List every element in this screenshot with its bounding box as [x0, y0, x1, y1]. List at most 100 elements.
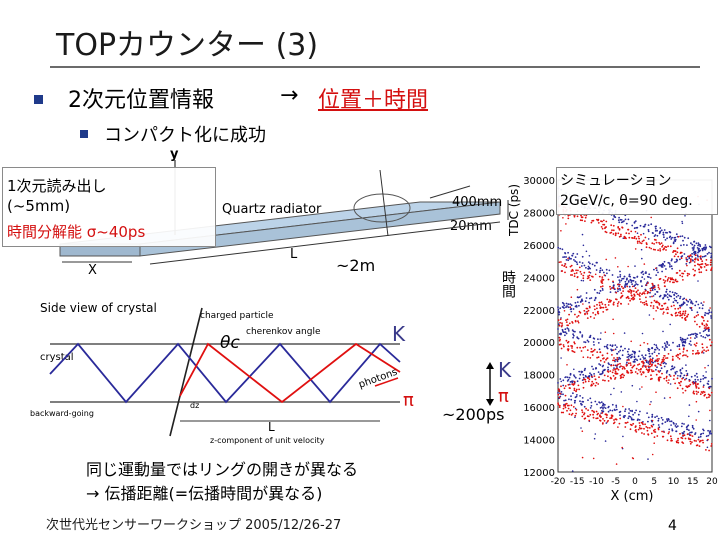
scatter-point — [649, 305, 652, 307]
scatter-point — [634, 284, 636, 286]
scatter-point — [693, 246, 695, 248]
scatter-point — [628, 236, 631, 239]
scatter-point — [678, 343, 681, 346]
scatter-point — [566, 409, 568, 412]
scatter-point — [557, 319, 560, 322]
scatter-point — [564, 394, 567, 397]
scatter-point — [674, 307, 677, 310]
scatter-point — [692, 392, 695, 394]
scatter-point — [631, 457, 634, 459]
scatter-point — [611, 403, 614, 406]
scatter-point — [658, 376, 661, 379]
scatter-point — [578, 266, 581, 269]
scatter-point — [574, 330, 576, 333]
scatter-point — [699, 435, 702, 438]
scatter-point — [666, 237, 668, 240]
scatter-point — [688, 257, 691, 260]
scatter-point — [685, 370, 688, 372]
scatter-point — [621, 354, 624, 357]
scatter-point — [707, 330, 710, 332]
scatter-point — [663, 397, 666, 399]
scatter-point — [619, 274, 622, 276]
scatter-point — [660, 364, 662, 367]
scatter-point — [564, 331, 567, 334]
scatter-point — [594, 384, 597, 387]
scatter-point — [601, 287, 604, 290]
scatter-point — [704, 336, 707, 339]
scatter-point — [695, 372, 698, 375]
scatter-point — [617, 219, 620, 222]
scatter-point — [662, 357, 665, 359]
scatter-point — [663, 365, 666, 368]
scatter-point — [697, 242, 700, 244]
scatter-point — [558, 404, 561, 407]
scatter-point — [573, 259, 575, 261]
scatter-point — [617, 351, 620, 353]
scatter-point — [599, 290, 602, 292]
scatter-point — [604, 230, 607, 233]
scatter-point — [676, 272, 679, 274]
scatter-point — [686, 315, 688, 318]
scatter-point — [704, 393, 706, 396]
scatter-point — [634, 265, 636, 267]
scatter-point — [589, 357, 592, 359]
scatter-point — [627, 362, 630, 365]
bottom-note-line1: 同じ運動量ではリングの開きが異なる — [86, 460, 359, 479]
scatter-point — [587, 380, 590, 383]
scatter-point — [571, 470, 574, 472]
scatter-point — [680, 244, 682, 247]
scatter-point — [695, 444, 698, 447]
scatter-point — [705, 350, 708, 352]
scatter-point — [672, 281, 674, 284]
scatter-point — [698, 325, 701, 328]
scatter-point — [573, 342, 576, 345]
scatter-point — [680, 425, 683, 428]
scatter-point — [666, 370, 668, 373]
scatter-point — [709, 385, 712, 388]
scatter-point — [701, 346, 704, 349]
scatter-point — [586, 349, 589, 351]
scatter-point — [607, 375, 609, 378]
scatter-point — [660, 367, 663, 370]
scatter-point — [693, 251, 695, 254]
scatter-point — [643, 303, 646, 306]
scatter-point — [675, 426, 678, 428]
scatter-point — [679, 295, 682, 298]
scatter-point — [650, 369, 653, 371]
scatter-point — [675, 355, 678, 357]
scatter-point — [657, 284, 660, 286]
scatter-point — [635, 291, 638, 294]
scatter-point — [671, 277, 673, 280]
scatter-point — [588, 378, 591, 381]
scatter-point — [647, 230, 650, 233]
scatter-point — [574, 319, 577, 322]
scatter-point — [652, 429, 655, 432]
scatter-point — [666, 312, 669, 314]
scatter-point — [633, 355, 636, 358]
y-axis-title: TDC (ps) — [507, 184, 521, 237]
scatter-point — [624, 408, 627, 411]
scatter-point — [647, 349, 649, 352]
scatter-point — [607, 304, 610, 306]
scatter-point — [698, 268, 700, 271]
scatter-point — [618, 279, 621, 282]
scatter-point — [672, 241, 675, 244]
scatter-point — [627, 265, 629, 268]
scatter-point — [682, 298, 684, 301]
scatter-point — [654, 248, 656, 251]
scatter-point — [671, 314, 673, 317]
scatter-point — [581, 397, 584, 399]
scatter-point — [658, 379, 660, 382]
scatter-point — [710, 432, 713, 435]
scatter-point — [665, 362, 667, 365]
scatter-point — [613, 357, 615, 359]
scatter-point — [573, 374, 575, 376]
scatter-point — [608, 269, 611, 272]
scatter-point — [588, 375, 591, 377]
scatter-point — [655, 267, 657, 270]
scatter-point — [595, 417, 598, 420]
scatter-point — [619, 417, 622, 420]
scatter-point — [599, 373, 601, 376]
scatter-point — [567, 349, 570, 352]
scatter-point — [707, 264, 709, 266]
